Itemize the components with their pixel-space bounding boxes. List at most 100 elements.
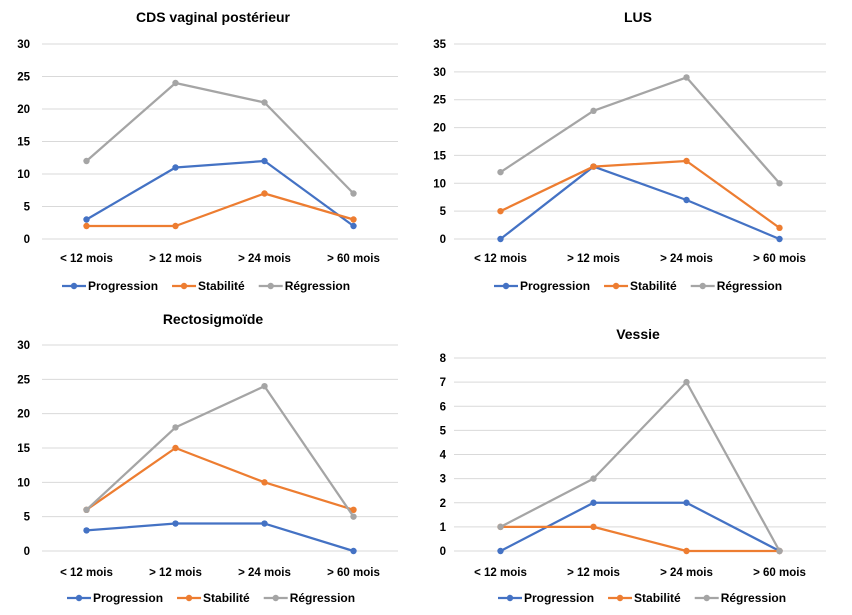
series-line-régression (85, 81, 355, 195)
y-tick-label: 5 (24, 202, 31, 214)
series-line-stabilité (500, 159, 781, 229)
x-tick-label: > 60 mois (327, 567, 380, 579)
data-point (261, 520, 268, 527)
legend-label: Progression (88, 279, 158, 293)
series-line-progression (86, 522, 354, 553)
legend-item: Stabilité (172, 279, 245, 293)
data-point (350, 506, 357, 513)
chart-title: LUS (624, 9, 652, 25)
y-tick-label: 0 (24, 546, 30, 558)
data-point (172, 79, 179, 87)
series-line-progression (85, 159, 355, 227)
data-point (83, 506, 90, 513)
y-tick-label: 10 (433, 178, 446, 190)
data-point (683, 74, 690, 81)
y-tick-label: 0 (440, 546, 446, 558)
x-tick-label: > 12 mois (567, 567, 620, 579)
legend-marker (699, 282, 706, 290)
data-point (350, 513, 357, 520)
y-tick-label: 8 (440, 353, 447, 365)
data-point (683, 378, 690, 386)
legend-marker (616, 594, 624, 602)
legend-label: Régression (285, 279, 350, 293)
x-tick-label: > 24 mois (660, 253, 713, 265)
legend-item: Progression (67, 591, 163, 605)
chart-panel-1: CDS vaginal postérieur 0 5 10 15 20 25 30 < 12 m… (17, 9, 398, 293)
y-tick-label: 7 (440, 377, 446, 389)
data-point (776, 547, 783, 555)
legend-marker (185, 594, 193, 602)
y-tick-label: 30 (17, 39, 30, 51)
y-tick-label: 20 (433, 123, 446, 135)
legend: Progression Stabilité Régression (498, 591, 786, 605)
legend-label: Stabilité (203, 591, 250, 605)
y-tick-label: 1 (440, 522, 447, 534)
legend-label: Stabilité (634, 591, 681, 605)
y-tick-label: 3 (440, 474, 446, 486)
legend: Progression Stabilité Régression (494, 279, 782, 293)
chart-title: Vessie (616, 326, 660, 342)
series-line-progression (499, 165, 780, 241)
legend-item: Régression (694, 591, 786, 605)
legend-marker (267, 282, 274, 290)
data-point (590, 107, 597, 115)
legend-marker (75, 594, 83, 602)
x-tick-label: > 24 mois (238, 253, 291, 265)
series-line-stabilité (500, 525, 780, 553)
y-tick-label: 5 (440, 206, 447, 218)
data-point (172, 444, 179, 452)
data-point (172, 164, 179, 171)
x-tick-label: > 24 mois (238, 567, 291, 579)
chart-panel-2: LUS 0 5 10 15 20 25 30 35 < 12 mois > 12 mois > 24 … (433, 9, 826, 293)
data-point (590, 523, 597, 531)
data-point (497, 207, 504, 215)
y-tick-label: 5 (24, 512, 31, 524)
legend-marker (612, 282, 620, 290)
data-point (83, 527, 90, 534)
x-tick-label: < 12 mois (60, 253, 113, 265)
y-tick-label: 35 (433, 39, 446, 51)
legend-item: Régression (690, 279, 782, 293)
legend-label: Stabilité (630, 279, 677, 293)
x-tick-label: < 12 mois (474, 253, 527, 265)
legend-label: Progression (93, 591, 163, 605)
legend: Progression Stabilité Régression (62, 279, 350, 293)
y-tick-label: 25 (433, 95, 446, 107)
y-tick-label: 0 (24, 234, 30, 246)
legend-label: Progression (524, 591, 594, 605)
data-point (350, 222, 357, 230)
data-point (497, 235, 504, 243)
y-tick-label: 15 (433, 150, 446, 162)
data-point (683, 157, 690, 165)
legend-label: Régression (290, 591, 355, 605)
y-tick-label: 5 (440, 425, 447, 437)
legend-label: Progression (520, 279, 590, 293)
legend-item: Stabilité (177, 591, 250, 605)
y-tick-label: 30 (17, 340, 30, 352)
y-tick-label: 15 (17, 443, 30, 455)
y-tick-label: 15 (17, 137, 30, 149)
y-tick-label: 20 (17, 409, 30, 421)
legend-item: Progression (498, 591, 594, 605)
y-tick-label: 10 (17, 477, 30, 489)
legend-label: Régression (717, 279, 782, 293)
y-tick-label: 20 (17, 104, 30, 116)
data-point (350, 216, 357, 223)
x-tick-label: > 60 mois (753, 567, 806, 579)
chart-title: Rectosigmoïde (163, 311, 264, 327)
legend-marker (180, 282, 188, 290)
x-tick-label: > 24 mois (660, 567, 713, 579)
y-tick-label: 10 (17, 169, 30, 181)
legend-marker (70, 282, 78, 290)
y-tick-label: 25 (17, 374, 30, 386)
data-point (261, 383, 268, 390)
legend: Progression Stabilité Régression (67, 591, 355, 605)
series-line-stabilité (86, 192, 354, 228)
series-line-régression (499, 76, 781, 185)
data-point (172, 424, 179, 431)
x-tick-label: > 60 mois (753, 253, 806, 265)
data-point (776, 224, 783, 232)
data-point (683, 196, 690, 204)
legend-item: Progression (494, 279, 590, 293)
